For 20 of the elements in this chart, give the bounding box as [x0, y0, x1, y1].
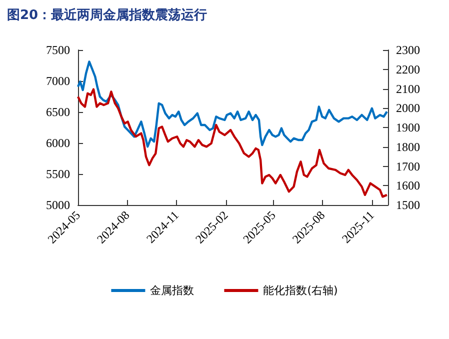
y-tick-label: 6500 [46, 105, 70, 119]
y2-tick-label: 1800 [396, 140, 420, 154]
y-tick-label: 6000 [46, 136, 70, 150]
y2-tick-label: 1700 [396, 159, 420, 174]
y2-tick-label: 1600 [396, 178, 420, 193]
legend-label: 金属指数 [150, 284, 194, 297]
y-tick-label: 5500 [46, 167, 70, 181]
y-tick-label: 7500 [46, 43, 70, 57]
y2-tick-label: 2200 [396, 62, 420, 76]
y2-tick-label: 2300 [396, 43, 420, 57]
line-series [76, 88, 388, 198]
chart-title: 图20：最近两周金属指数震荡运行 [7, 7, 208, 23]
line-series [76, 60, 388, 148]
y-tick-label: 5000 [46, 198, 70, 212]
y2-tick-label: 2000 [396, 101, 420, 116]
y-tick-label: 7000 [46, 74, 70, 88]
y2-tick-label: 1900 [396, 120, 420, 134]
legend-label: 能化指数(右轴) [263, 284, 338, 297]
y2-tick-label: 2100 [396, 82, 420, 96]
y2-tick-label: 1500 [396, 198, 420, 212]
